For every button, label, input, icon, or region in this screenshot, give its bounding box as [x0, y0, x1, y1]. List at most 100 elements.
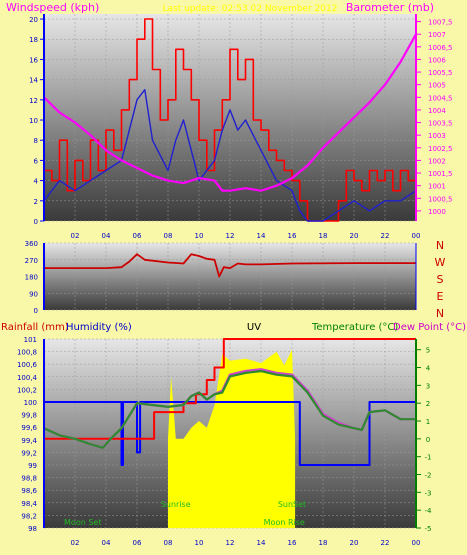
temperature-series	[43, 370, 416, 449]
tick-label: 14	[257, 232, 266, 240]
tick-label: 1001	[428, 183, 446, 191]
tick-label: 20	[350, 232, 359, 240]
tick-label: 00	[412, 232, 421, 240]
temperature-tick-labels: -5 -4 -3 -2 -1 0 1 2 3 4 5	[416, 347, 432, 533]
tick-label: -3	[425, 489, 432, 497]
compass-label: W	[435, 256, 446, 269]
direction-tick-labels: 0 90 180 270 360	[25, 240, 38, 315]
tick-label: 16	[288, 539, 297, 547]
tick-label: 12	[29, 97, 38, 105]
tick-label: 98,4	[21, 500, 37, 508]
tick-label: 16	[288, 232, 297, 240]
event-label: Moon Rise	[264, 518, 305, 527]
humidity-series	[44, 401, 416, 466]
tick-label: 5	[426, 347, 430, 355]
tick-label: 101	[24, 336, 37, 344]
last-update-label: Last update: 02:53 02 November 2012	[163, 4, 338, 14]
tick-label: 99,2	[21, 449, 37, 457]
tick-label: 2	[426, 400, 430, 408]
tick-label: 10	[195, 539, 204, 547]
direction-plot-series	[44, 253, 416, 278]
tick-label: -1	[425, 454, 432, 462]
tick-label: 98,8	[21, 475, 37, 483]
uv-title: UV	[247, 322, 261, 333]
direction-plot-grid	[44, 242, 417, 311]
uv-area	[168, 349, 296, 528]
tick-label: 1000	[428, 208, 446, 216]
tick-label: 1	[426, 418, 430, 426]
tick-label: 99,8	[21, 412, 37, 420]
tick-label: 08	[164, 539, 173, 547]
windspeed-tick-labels: 0 2 4 6 8 10 12 14 16 18 20	[29, 16, 44, 226]
windspeed-axis-title: Windspeed (kph)	[6, 1, 99, 14]
tick-label: 04	[102, 539, 111, 547]
wind-plot-grid	[44, 14, 417, 222]
tick-label: 1004,5	[428, 94, 453, 102]
humidity-tick-labels: 98 98,2 98,4 98,6 98,8 99 99,2 99,4 99,6 99,8 100 1…	[17, 336, 38, 533]
wind-plot-series	[43, 18, 417, 222]
tick-label: 4	[34, 178, 39, 186]
compass-label: S	[437, 273, 444, 286]
tick-label: 06	[133, 232, 142, 240]
tick-label: 99,4	[21, 437, 37, 445]
tick-label: 1000,5	[428, 195, 453, 203]
tick-label: 20	[29, 16, 38, 24]
tick-label: 1006	[428, 56, 446, 64]
compass-label: N	[436, 239, 444, 252]
tick-label: 3	[426, 382, 430, 390]
tick-label: 1005	[428, 82, 446, 90]
tick-label: 12	[226, 539, 235, 547]
tick-label: 4	[426, 365, 431, 373]
tick-label: 2	[34, 198, 38, 206]
event-label: Moon Set	[64, 518, 101, 527]
tick-label: 0	[426, 436, 430, 444]
tick-label: 99,6	[21, 424, 37, 432]
tick-label: 98	[28, 525, 37, 533]
tick-label: 1002,5	[428, 145, 453, 153]
tick-label: 14	[29, 77, 38, 85]
tick-label: 12	[226, 232, 235, 240]
tick-label: 1007	[428, 31, 446, 39]
dewpoint-axis-title: Dew Point (°C)	[393, 322, 466, 333]
compass-label: N	[436, 307, 444, 320]
barometer-axis-title: Barometer (mb)	[346, 1, 434, 14]
tick-label: 1004	[428, 107, 446, 115]
tick-label: 06	[133, 539, 142, 547]
tick-label: 100,4	[17, 374, 38, 382]
tick-label: 18	[319, 539, 328, 547]
tick-label: 20	[350, 539, 359, 547]
tick-label: 22	[381, 232, 390, 240]
tick-label: 16	[29, 56, 38, 64]
barometer-tick-labels: 1000 1000,5 1001 1001,5 1002 1002,5 1003 1003,5…	[416, 19, 453, 216]
tick-label: 14	[257, 539, 266, 547]
tick-label: 99	[28, 462, 37, 470]
tick-label: 1002	[428, 157, 446, 165]
tick-label: 0	[34, 218, 38, 226]
tick-label: -2	[425, 472, 432, 480]
event-label: Sunrise	[161, 500, 191, 509]
tick-label: 1001,5	[428, 170, 453, 178]
event-label: SunSet	[278, 500, 306, 509]
temperature-axis-title: Temperature (°C)	[311, 322, 398, 333]
tick-label: 02	[71, 232, 80, 240]
tick-label: -4	[425, 507, 433, 515]
tick-label: 22	[381, 539, 390, 547]
compass-label: E	[437, 290, 444, 303]
tick-label: 10	[29, 117, 38, 125]
humidity-axis-title: Humidity (%)	[66, 322, 132, 333]
tick-label: 100,8	[17, 349, 37, 357]
tick-label: 360	[25, 240, 38, 248]
tick-label: 6	[34, 157, 39, 165]
tick-label: 0	[34, 307, 38, 315]
tick-label: 02	[71, 539, 80, 547]
windspeed-series	[44, 18, 417, 222]
tick-label: 1003	[428, 132, 446, 140]
tick-label: 100,6	[17, 361, 38, 369]
tick-label: 98,2	[21, 512, 37, 520]
tick-label: 100	[24, 399, 37, 407]
tick-label: 180	[25, 274, 38, 282]
tick-label: 10	[195, 232, 204, 240]
tick-label: 00	[412, 539, 421, 547]
